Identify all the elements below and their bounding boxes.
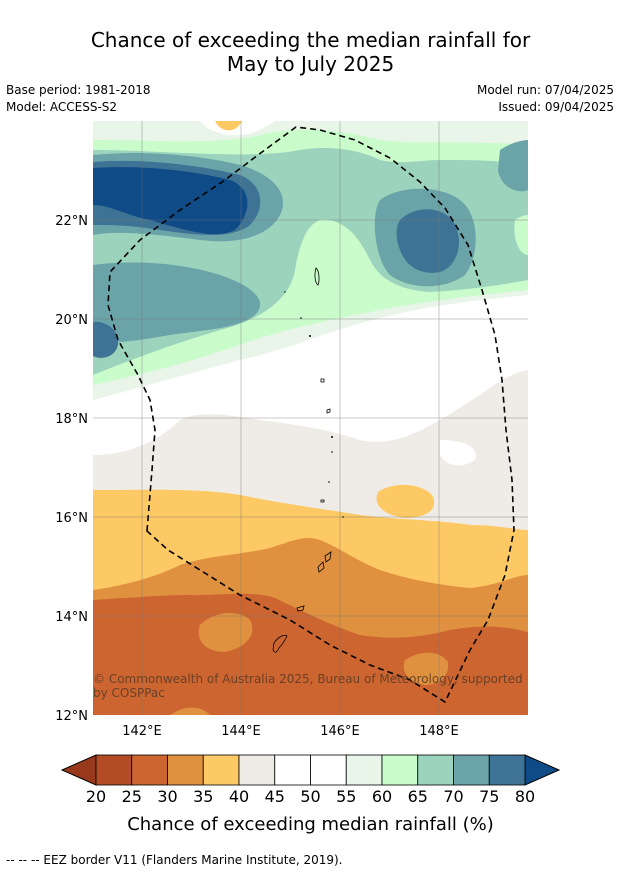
zone-30-35-patch-2 <box>403 652 449 685</box>
colorbar-tick-label: 20 <box>85 787 107 806</box>
lat-label-18: 18°N <box>55 412 88 427</box>
colorbar-swatch <box>167 754 204 786</box>
colorbar-swatch <box>202 754 240 786</box>
colorbar-swatch <box>310 754 347 786</box>
lat-label-20: 20°N <box>55 313 88 328</box>
colorbar <box>60 754 561 786</box>
island-small-3 <box>320 378 325 383</box>
issued-date: Issued: 09/04/2025 <box>498 100 614 114</box>
colorbar-swatch <box>417 754 454 786</box>
eez-border <box>107 126 515 704</box>
zone-60-65-corner <box>514 215 528 255</box>
colorbar-title: Chance of exceeding median rainfall (%) <box>127 814 494 835</box>
zone-45-50-patch <box>440 440 476 466</box>
colorbar-tick-label: 30 <box>157 787 178 806</box>
zone-40-45-patch <box>338 437 360 447</box>
base-period: Base period: 1981-2018 <box>6 83 151 97</box>
copyright-notice: © Commonwealth of Australia 2025, Bureau… <box>93 672 523 700</box>
lat-label-14: 14°N <box>55 610 88 625</box>
colorbar-swatch <box>238 754 276 786</box>
lon-label-144: 144°E <box>221 724 261 739</box>
lon-label-146: 146°E <box>320 724 360 739</box>
zone-75-80-left <box>93 321 119 358</box>
colorbar-tick-label: 70 <box>443 787 464 806</box>
colorbar-swatch <box>131 754 168 786</box>
island-guam <box>272 635 288 653</box>
islands <box>272 267 332 653</box>
colorbar-tick-label: 40 <box>228 787 250 806</box>
map-contours <box>93 121 528 715</box>
map-title: Chance of exceeding the median rainfall … <box>0 28 621 76</box>
lat-label-12: 12°N <box>55 709 88 724</box>
model-name: Model: ACCESS-S2 <box>6 100 118 114</box>
colorbar-over-arrow <box>524 754 561 786</box>
title-line-2: May to July 2025 <box>226 52 395 76</box>
title-line-1: Chance of exceeding the median rainfall … <box>90 28 531 52</box>
island-small-1 <box>320 499 325 503</box>
eez-footnote: -- -- -- EEZ border V11 (Flanders Marine… <box>6 853 343 867</box>
lat-label-22: 22°N <box>55 214 88 229</box>
zone-55-60-top <box>93 121 528 145</box>
colorbar-tick-label: 65 <box>407 787 428 806</box>
colorbar-tick-label: 45 <box>264 787 285 806</box>
zone-70-75-mid <box>93 262 261 343</box>
island-small-2 <box>326 408 331 414</box>
colorbar-swatch <box>274 754 311 786</box>
colorbar-swatch <box>381 754 419 786</box>
zone-35-40-patch <box>376 484 435 518</box>
colorbar-under-arrow <box>60 754 97 786</box>
island-outline-white <box>314 267 320 286</box>
colorbar-tick-label: 35 <box>193 787 214 806</box>
island-saipan <box>324 551 332 563</box>
zone-35-40-top <box>215 121 242 131</box>
island-dots <box>284 291 344 518</box>
colorbar-swatch <box>95 754 133 786</box>
colorbar-tick-label: 80 <box>514 787 536 806</box>
grid-lines <box>93 121 528 715</box>
lon-label-142: 142°E <box>122 724 162 739</box>
colorbar-swatch <box>453 754 490 786</box>
lon-label-148: 148°E <box>419 724 459 739</box>
zone-75-80-right <box>396 209 460 273</box>
island-tinian <box>317 561 325 573</box>
zone-over-80 <box>93 167 248 235</box>
zone-70-75-corner <box>498 140 528 192</box>
colorbar-tick-label: 25 <box>121 787 142 806</box>
colorbar-tick-label: 75 <box>479 787 500 806</box>
colorbar-tick-label: 60 <box>371 787 393 806</box>
zone-30-35-patch <box>198 613 253 652</box>
colorbar-tick-label: 50 <box>300 787 321 806</box>
island-rota <box>296 605 305 612</box>
model-run: Model run: 07/04/2025 <box>476 83 614 97</box>
zone-30-35-patch-3 <box>170 707 210 715</box>
colorbar-swatch <box>345 754 383 786</box>
colorbar-tick-label: 55 <box>336 787 357 806</box>
colorbar-swatch <box>488 754 526 786</box>
lat-label-16: 16°N <box>55 511 88 526</box>
